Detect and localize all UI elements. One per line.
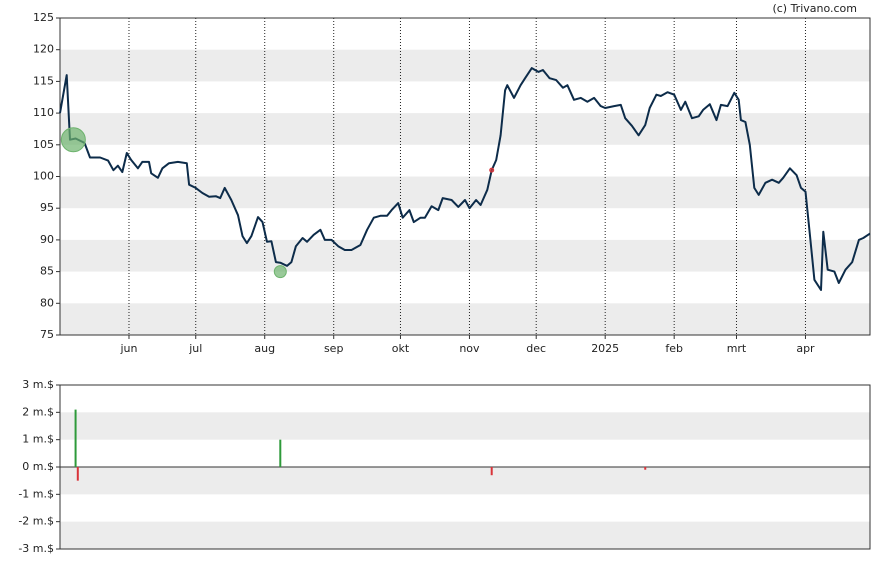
trade-marker: [489, 167, 495, 173]
bar: [279, 439, 282, 467]
x-tick-label: 2025: [591, 342, 619, 355]
trade-marker: [273, 265, 287, 279]
bar: [490, 467, 493, 476]
bar: [74, 409, 77, 467]
grid-band: [60, 467, 870, 495]
y-tick-label: 120: [33, 43, 54, 56]
y-tick-label: 3 m.$: [22, 378, 54, 391]
y-tick-label: 1 m.$: [22, 433, 54, 446]
y-tick-label: 105: [33, 138, 54, 151]
x-tick-label: sep: [324, 342, 343, 355]
y-tick-label: 2 m.$: [22, 405, 54, 418]
y-tick-label: 80: [40, 296, 54, 309]
bar: [76, 467, 79, 481]
y-tick-label: 75: [40, 328, 54, 341]
x-tick-label: jun: [119, 342, 137, 355]
y-tick-label: -2 m.$: [18, 515, 54, 528]
y-tick-label: 110: [33, 106, 54, 119]
y-tick-label: -1 m.$: [18, 487, 54, 500]
y-tick-label: 0 m.$: [22, 460, 54, 473]
plot-frame: [59, 17, 871, 336]
trade-marker: [60, 127, 86, 153]
grid-band: [60, 412, 870, 440]
x-tick-label: feb: [665, 342, 683, 355]
grid-band: [60, 521, 870, 549]
x-tick-label: aug: [254, 342, 275, 355]
x-tick-label: okt: [392, 342, 410, 355]
grid-band: [60, 303, 870, 335]
x-tick-label: apr: [796, 342, 815, 355]
y-tick-label: 85: [40, 265, 54, 278]
grid-band: [60, 49, 870, 82]
x-tick-label: dec: [526, 342, 546, 355]
credit: (c) Trivano.com: [772, 2, 857, 15]
price-line: [59, 67, 871, 291]
grid-band: [60, 113, 870, 145]
bar: [644, 467, 647, 470]
grid-band: [60, 239, 870, 272]
y-tick-label: -3 m.$: [18, 542, 54, 555]
y-tick-label: 95: [40, 201, 54, 214]
y-tick-label: 125: [33, 11, 54, 24]
y-tick-label: 115: [33, 74, 54, 87]
x-tick-label: jul: [188, 342, 202, 355]
y-tick-label: 100: [33, 170, 54, 183]
x-tick-label: mrt: [727, 342, 747, 355]
x-tick-label: nov: [459, 342, 480, 355]
grid-band: [60, 176, 870, 209]
y-tick-label: 90: [40, 233, 54, 246]
